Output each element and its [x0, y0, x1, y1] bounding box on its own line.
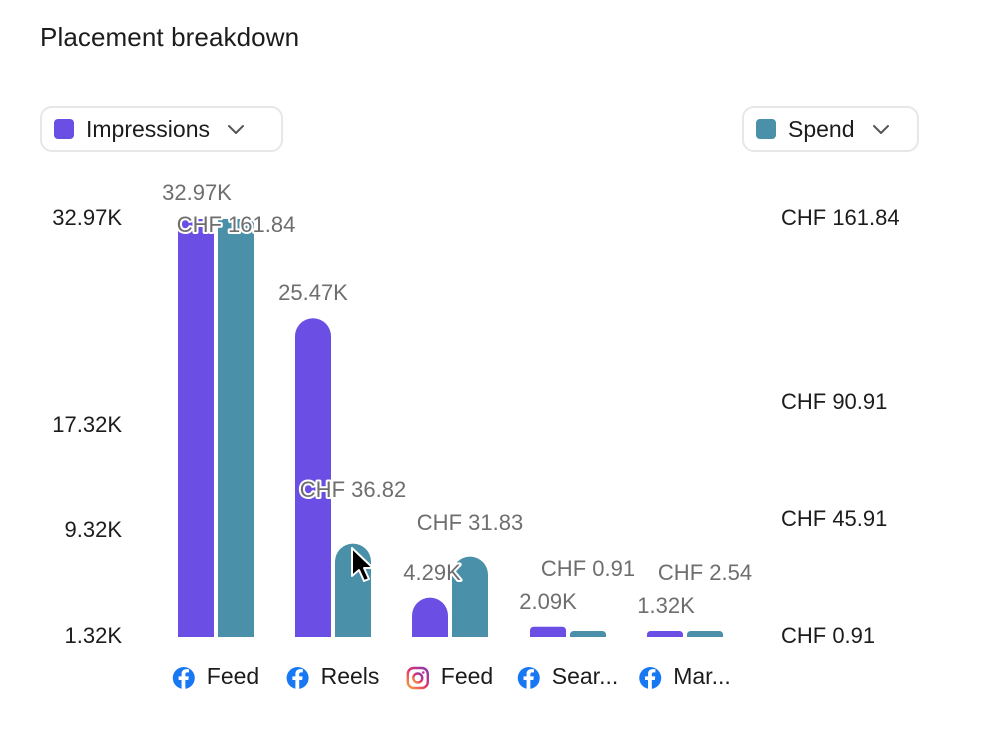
spend-bar: [218, 219, 254, 637]
facebook-icon: [517, 667, 540, 689]
impressions-bar: [647, 631, 683, 637]
spend-data-label: CHF 2.54: [658, 560, 752, 585]
left-axis-tick-label: 9.32K: [65, 517, 123, 542]
category-label: Reels: [321, 663, 380, 689]
impressions-data-label: 25.47K: [278, 280, 348, 305]
left-metric-label: Impressions: [86, 115, 210, 142]
impressions-data-label: 4.29K: [403, 560, 461, 585]
spend-bar: [452, 556, 488, 637]
category-label: Feed: [207, 663, 259, 689]
spend-data-label: CHF 36.82: [300, 477, 406, 502]
right-metric-label: Spend: [788, 115, 855, 142]
spend-data-label: CHF 0.91: [541, 556, 635, 581]
category-label: Sear...: [552, 663, 618, 689]
left-axis-tick-label: 1.32K: [65, 623, 123, 648]
left-axis-tick-label: 32.97K: [52, 205, 122, 230]
left-axis-tick-label: 17.32K: [52, 412, 122, 437]
right-axis-tick-label: CHF 45.91: [781, 506, 887, 531]
instagram-icon: [406, 666, 429, 690]
impressions-data-label: 2.09K: [519, 589, 577, 614]
chevron-down-icon: [871, 119, 891, 139]
right-axis-tick-label: CHF 0.91: [781, 623, 875, 648]
right-metric-select[interactable]: Spend: [742, 106, 919, 152]
chevron-down-icon: [226, 119, 246, 139]
category-label: Mar...: [673, 663, 731, 689]
impressions-bar: [295, 318, 331, 637]
left-metric-select[interactable]: Impressions: [40, 106, 283, 152]
impressions-swatch: [54, 119, 74, 139]
category-label: Feed: [441, 663, 493, 689]
mouse-cursor-icon: [351, 547, 374, 582]
impressions-bar: [412, 597, 448, 637]
facebook-icon: [639, 667, 662, 689]
right-axis-tick-label: CHF 90.91: [781, 389, 887, 414]
spend-data-label: CHF 161.84: [177, 212, 296, 237]
impressions-data-label: 1.32K: [637, 593, 695, 618]
impressions-bar: [178, 219, 214, 637]
facebook-icon: [172, 667, 195, 689]
impressions-data-label: 32.97K: [162, 180, 232, 205]
spend-data-label: CHF 31.83: [417, 510, 523, 535]
facebook-icon: [286, 667, 309, 689]
chart-title: Placement breakdown: [40, 22, 300, 52]
spend-swatch: [756, 119, 776, 139]
spend-bar: [687, 631, 723, 637]
spend-bar: [570, 631, 606, 637]
right-axis-tick-label: CHF 161.84: [781, 205, 900, 230]
impressions-bar: [530, 626, 566, 637]
